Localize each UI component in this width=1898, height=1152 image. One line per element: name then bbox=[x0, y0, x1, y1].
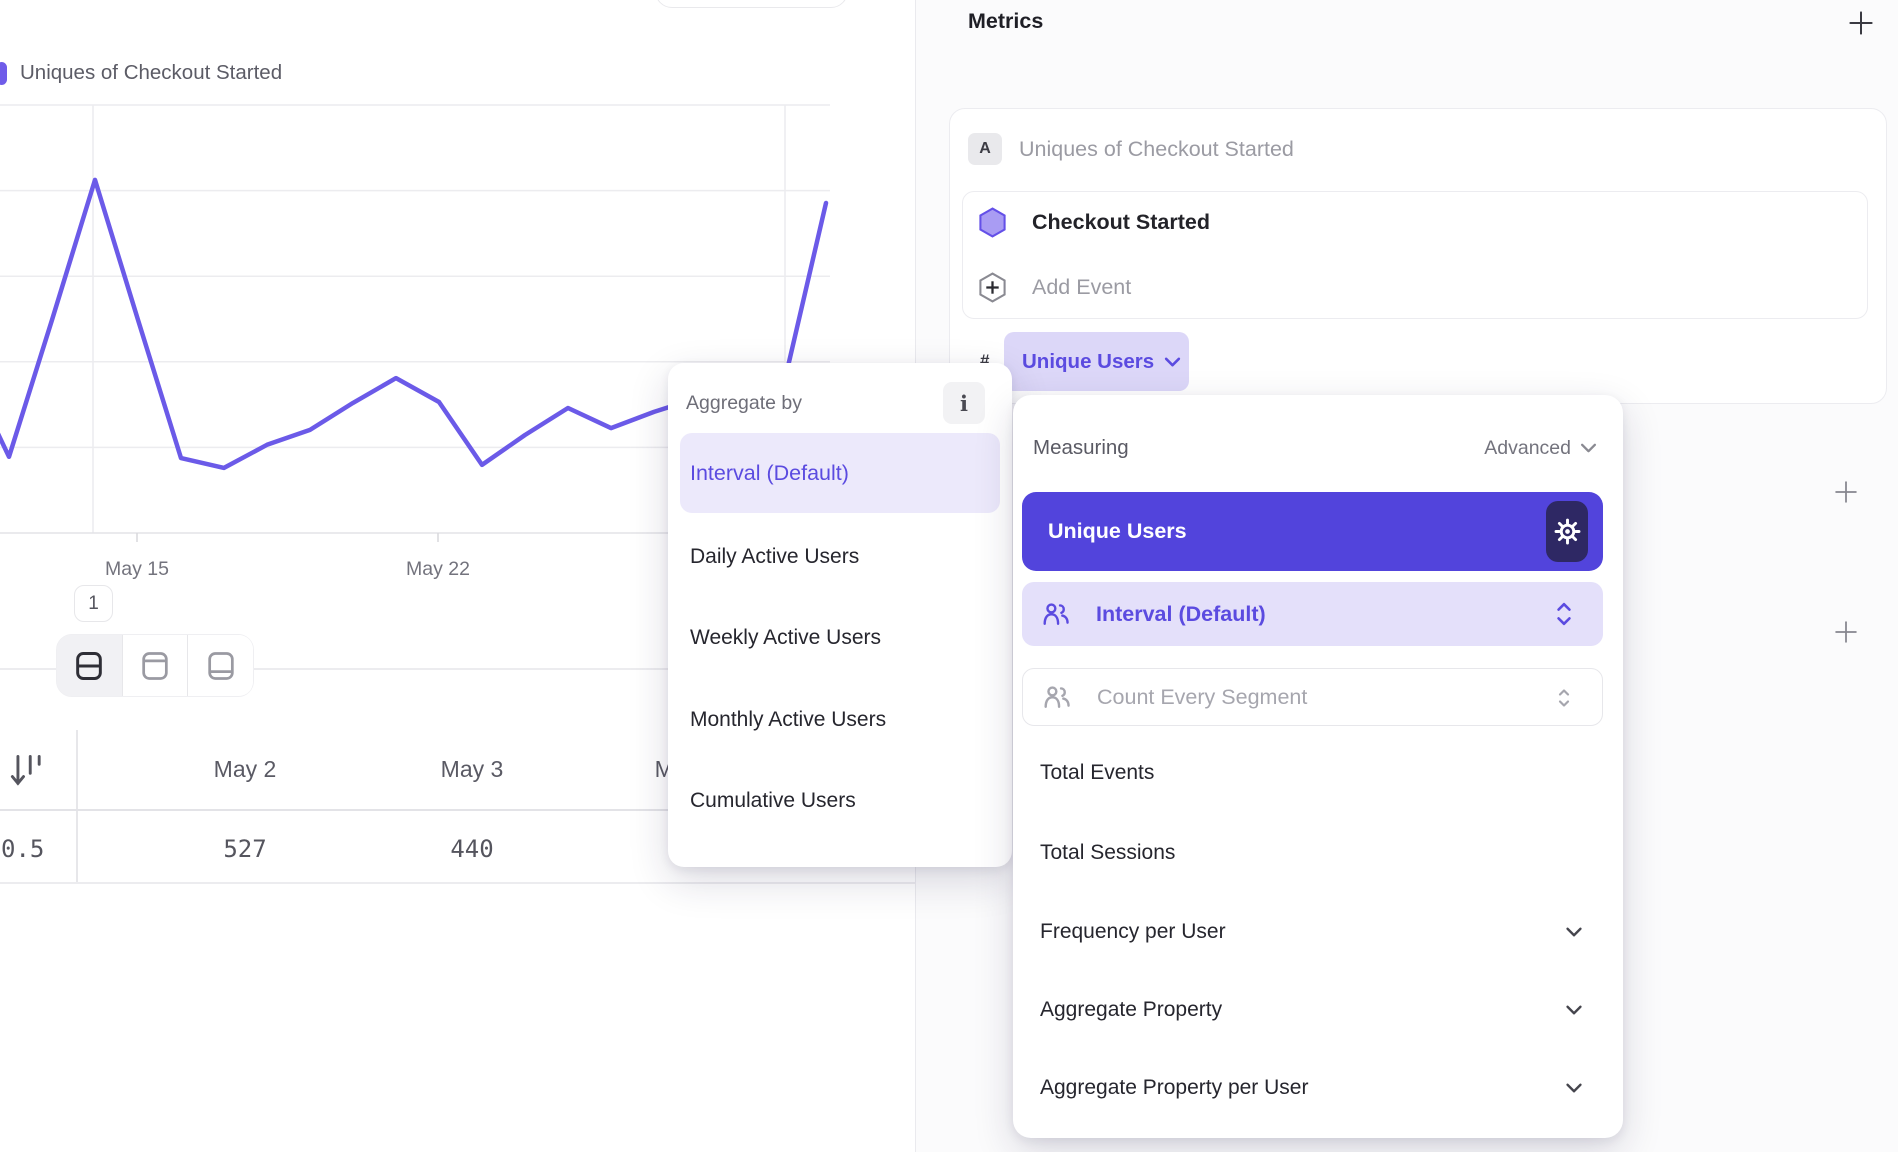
aggregate-by-menu: Aggregate by i Interval (Default) Daily … bbox=[668, 363, 1012, 867]
top-panel-icon bbox=[142, 651, 168, 680]
chevron-down-icon bbox=[1580, 443, 1597, 453]
aggregate-option-weekly-active-users[interactable]: Weekly Active Users bbox=[690, 626, 881, 649]
legend-series-label: Uniques of Checkout Started bbox=[20, 61, 283, 84]
measure-option-label: Aggregate Property bbox=[1040, 998, 1223, 1021]
add-event-row[interactable]: Add Event bbox=[977, 267, 1131, 307]
advanced-label: Advanced bbox=[1484, 436, 1571, 459]
measure-option-total-events[interactable]: Total Events bbox=[1040, 761, 1155, 784]
updown-chevrons-icon bbox=[1558, 689, 1570, 707]
measure-option-unique-users-selected[interactable]: Unique Users bbox=[1022, 492, 1603, 571]
table-column-divider bbox=[76, 730, 78, 882]
hash-symbol: # bbox=[980, 351, 990, 370]
table-header-may2[interactable]: May 2 bbox=[213, 756, 277, 782]
users-icon bbox=[1043, 603, 1069, 626]
measure-option-total-sessions[interactable]: Total Sessions bbox=[1040, 841, 1176, 864]
page-number-value: 1 bbox=[88, 592, 99, 614]
add-filter-button[interactable] bbox=[1832, 478, 1860, 506]
metric-series-header[interactable]: A Uniques of Checkout Started bbox=[968, 131, 1294, 167]
series-title: Uniques of Checkout Started bbox=[1019, 136, 1294, 161]
page-number-badge[interactable]: 1 bbox=[74, 585, 113, 622]
info-button[interactable]: i bbox=[943, 382, 985, 424]
interval-selector-row[interactable]: Interval (Default) bbox=[1022, 582, 1603, 646]
series-letter: A bbox=[979, 140, 991, 157]
selected-aggregate-label: Interval (Default) bbox=[690, 460, 849, 485]
advanced-selector[interactable]: Advanced bbox=[1484, 435, 1597, 461]
measuring-header: Measuring bbox=[1033, 436, 1129, 459]
aggregate-option-daily-active-users[interactable]: Daily Active Users bbox=[690, 545, 860, 568]
table-cell-may2: 527 bbox=[223, 835, 267, 863]
table-sort-header[interactable] bbox=[10, 752, 54, 792]
event-hexagon-icon bbox=[979, 206, 1006, 238]
measure-option-label: Frequency per User bbox=[1040, 920, 1226, 943]
aggregate-option-interval-selected[interactable]: Interval (Default) bbox=[680, 433, 1000, 513]
add-event-hexagon-icon bbox=[979, 271, 1006, 303]
x-axis-ticks bbox=[136, 533, 439, 542]
bottom-panel-icon bbox=[207, 651, 234, 680]
add-breakdown-button[interactable] bbox=[1832, 618, 1860, 646]
chevron-down-icon bbox=[1566, 1083, 1582, 1093]
add-metric-button[interactable] bbox=[1846, 8, 1876, 38]
section-divider bbox=[0, 668, 915, 670]
table-cell-may3: 440 bbox=[450, 835, 494, 863]
add-event-label: Add Event bbox=[1032, 274, 1132, 299]
legend-series-marker bbox=[0, 61, 7, 85]
metrics-panel-title: Metrics bbox=[968, 9, 1044, 33]
measurement-pill[interactable]: Unique Users bbox=[1004, 332, 1189, 391]
updown-chevrons-icon bbox=[1557, 602, 1571, 626]
measure-option-aggregate-property[interactable]: Aggregate Property bbox=[1040, 990, 1596, 1030]
series-letter-badge: A bbox=[968, 133, 1002, 165]
x-tick-label-may22: May 22 bbox=[406, 558, 470, 580]
layout-bottom-panel-button[interactable] bbox=[188, 635, 254, 696]
users-icon bbox=[1044, 686, 1070, 709]
count-every-segment-row[interactable]: Count Every Segment bbox=[1022, 668, 1603, 726]
event-row[interactable]: Checkout Started bbox=[977, 202, 1210, 242]
chevron-down-icon bbox=[1165, 357, 1181, 366]
table-header-may3[interactable]: May 3 bbox=[440, 756, 504, 782]
table-header-border bbox=[0, 809, 915, 811]
info-icon: i bbox=[960, 390, 968, 416]
horizontal-gridlines bbox=[0, 104, 830, 449]
measurement-pill-label: Unique Users bbox=[1022, 349, 1155, 373]
layout-toggle-group bbox=[56, 634, 254, 697]
plus-icon bbox=[1835, 481, 1857, 503]
layout-top-panel-button[interactable] bbox=[122, 635, 189, 696]
interval-option-label: Interval (Default) bbox=[1096, 601, 1266, 626]
plus-icon bbox=[1849, 11, 1873, 35]
chevron-down-icon bbox=[1566, 1005, 1582, 1015]
aggregate-option-cumulative-users[interactable]: Cumulative Users bbox=[690, 789, 856, 812]
measure-option-label: Aggregate Property per User bbox=[1040, 1076, 1309, 1099]
aggregate-by-header: Aggregate by bbox=[686, 392, 803, 414]
measure-settings-button[interactable] bbox=[1546, 501, 1588, 562]
chart-legend[interactable]: Uniques of Checkout Started bbox=[0, 60, 282, 86]
event-name: Checkout Started bbox=[1032, 209, 1211, 234]
gear-icon bbox=[1554, 518, 1580, 545]
split-horizontal-icon bbox=[76, 651, 103, 680]
measure-option-aggregate-property-per-user[interactable]: Aggregate Property per User bbox=[1040, 1068, 1596, 1108]
layout-split-horizontal-button[interactable] bbox=[57, 635, 123, 696]
table-row-label-clipped: 0.5 bbox=[1, 835, 45, 863]
sort-descending-icon bbox=[10, 755, 41, 786]
measuring-menu: Measuring Advanced Unique Users bbox=[1013, 395, 1623, 1138]
plus-icon bbox=[1835, 621, 1857, 643]
event-card: Checkout Started Add Event bbox=[962, 191, 1868, 319]
metric-card: A Uniques of Checkout Started Checkout S… bbox=[949, 108, 1887, 404]
selected-measure-label: Unique Users bbox=[1048, 519, 1187, 543]
x-tick-label-may15: May 15 bbox=[105, 558, 169, 580]
table-row-border bbox=[0, 882, 915, 884]
measure-option-frequency-per-user[interactable]: Frequency per User bbox=[1040, 912, 1596, 952]
segment-option-label: Count Every Segment bbox=[1097, 684, 1308, 709]
chevron-down-icon bbox=[1566, 927, 1582, 937]
aggregate-option-monthly-active-users[interactable]: Monthly Active Users bbox=[690, 708, 887, 731]
breakdown-table: May 2 May 3 May 4 0.5 527 440 bbox=[0, 728, 915, 884]
